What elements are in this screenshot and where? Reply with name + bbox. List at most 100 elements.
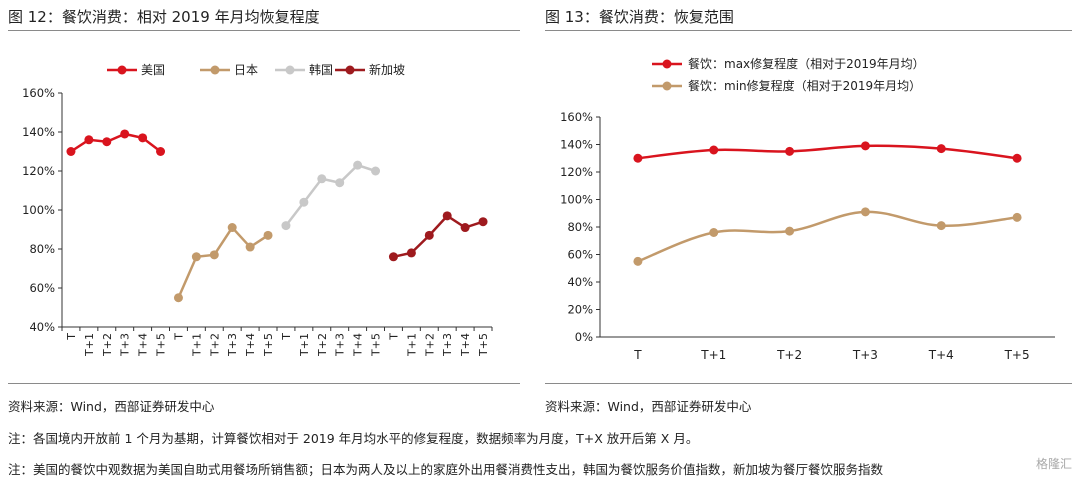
data-point [191,252,201,262]
data-point [335,178,345,188]
data-point [138,133,148,143]
data-point [102,137,112,147]
x-tick-label: T+4 [928,348,954,362]
x-tick-label: T+4 [459,333,472,357]
data-point [371,166,381,176]
note-1: 注：各国境内开放前 1 个月为基期，计算餐饮相对于 2019 年月均水平的修复程… [8,431,699,446]
data-point [478,217,488,227]
data-point [120,129,130,139]
x-tick-label: T+2 [776,348,802,362]
legend-marker [662,81,672,91]
y-tick-label: 60% [29,281,55,295]
data-point [1012,153,1022,163]
x-tick-label: T [633,348,642,362]
right-source: 资料来源：Wind，西部证券研发中心 [545,399,752,414]
data-point [299,197,309,207]
data-point [785,146,795,156]
legend-marker [662,59,672,69]
data-point [709,145,719,155]
data-point [66,147,76,156]
left-chart-title: 图 12：餐饮消费：相对 2019 年月均恢复程度 [8,8,320,26]
right-chart-title: 图 13：餐饮消费：恢复范围 [545,8,734,26]
legend-label: 韩国 [309,62,333,77]
series-line-max [637,144,1018,160]
x-tick-label: T+1 [298,333,311,357]
y-tick-label: 40% [567,275,593,289]
legend-label: 餐饮：max修复程度（相对于2019年月均） [688,56,925,71]
y-tick-label: 20% [567,303,593,317]
data-point [860,141,870,151]
data-point [245,242,255,252]
data-point [173,293,183,303]
y-tick-label: 80% [567,220,593,234]
series-line-1 [70,132,162,153]
data-point [936,221,946,231]
right-chart: 0% 20% 40% 60% 80% 100% 120% 140% 160% T T+1 T+2 T+3… [560,56,1055,362]
x-tick-label: T+3 [441,333,454,357]
x-tick-label: T [172,333,185,341]
data-point [388,252,398,262]
left-source-rule [8,383,520,384]
x-tick-label: T+1 [700,348,726,362]
legend-label: 日本 [234,63,258,77]
x-tick-label: T+1 [405,333,418,357]
y-tick-label: 160% [22,86,55,100]
watermark: 格隆汇 [1035,457,1072,471]
data-point [860,207,870,217]
y-tick-label: 140% [22,125,55,139]
legend-marker [210,65,220,75]
legend-label: 美国 [141,63,165,77]
data-point [785,226,795,236]
legend-marker [117,65,127,75]
data-point [709,228,719,237]
x-tick-label: T+3 [226,333,239,357]
x-tick-label: T+3 [852,348,878,362]
y-tick-label: 100% [22,203,55,217]
x-tick-label: T+5 [477,333,490,357]
data-point [227,223,237,233]
left-title-rule [8,30,520,31]
y-tick-label: 160% [560,110,593,124]
y-tick-label: 100% [560,193,593,207]
x-tick-label: T+5 [155,333,168,357]
data-point [263,230,273,240]
x-tick-label: T+1 [83,333,96,357]
y-tick-label: 0% [575,330,593,344]
x-tick-label: T+1 [190,333,203,357]
series-line-3 [284,163,376,227]
x-tick-label: T+2 [316,333,329,357]
x-tick-label: T [65,333,78,341]
data-point [406,248,416,258]
x-tick-label: T+3 [119,333,132,357]
data-point [460,223,470,233]
y-tick-label: 60% [567,248,593,262]
left-chart: 40% 60% 80% 100% 120% 140% 160% T T+1 T+2 T+3 T+4 T+… [22,62,493,357]
note-2: 注：美国的餐饮中观数据为美国自助式用餐场所销售额；日本为两人及以上的家庭外出用餐… [8,462,884,477]
data-point [84,135,94,145]
data-point [936,144,946,154]
data-point [156,147,166,156]
data-point [442,211,452,221]
right-source-rule [545,383,1072,384]
x-tick-label: T+2 [208,333,221,357]
series-line-min [637,210,1018,263]
right-title-rule [545,30,1072,31]
data-point [633,256,643,266]
series-line-2 [177,225,269,299]
y-tick-label: 40% [29,320,55,334]
y-tick-label: 120% [560,165,593,179]
x-tick-label: T+4 [352,333,365,357]
legend-marker [285,65,295,75]
y-tick-label: 120% [22,164,55,178]
x-tick-label: T+2 [101,333,114,357]
x-tick-label: T+4 [137,333,150,357]
legend-label: 新加坡 [369,62,405,77]
y-tick-label: 140% [560,138,593,152]
data-point [633,153,643,163]
left-source: 资料来源：Wind，西部证券研发中心 [8,399,215,414]
data-point [317,174,327,184]
x-tick-label: T+5 [370,333,383,357]
x-tick-label: T+4 [244,333,257,357]
series-line-4 [393,214,484,259]
data-point [424,230,434,240]
